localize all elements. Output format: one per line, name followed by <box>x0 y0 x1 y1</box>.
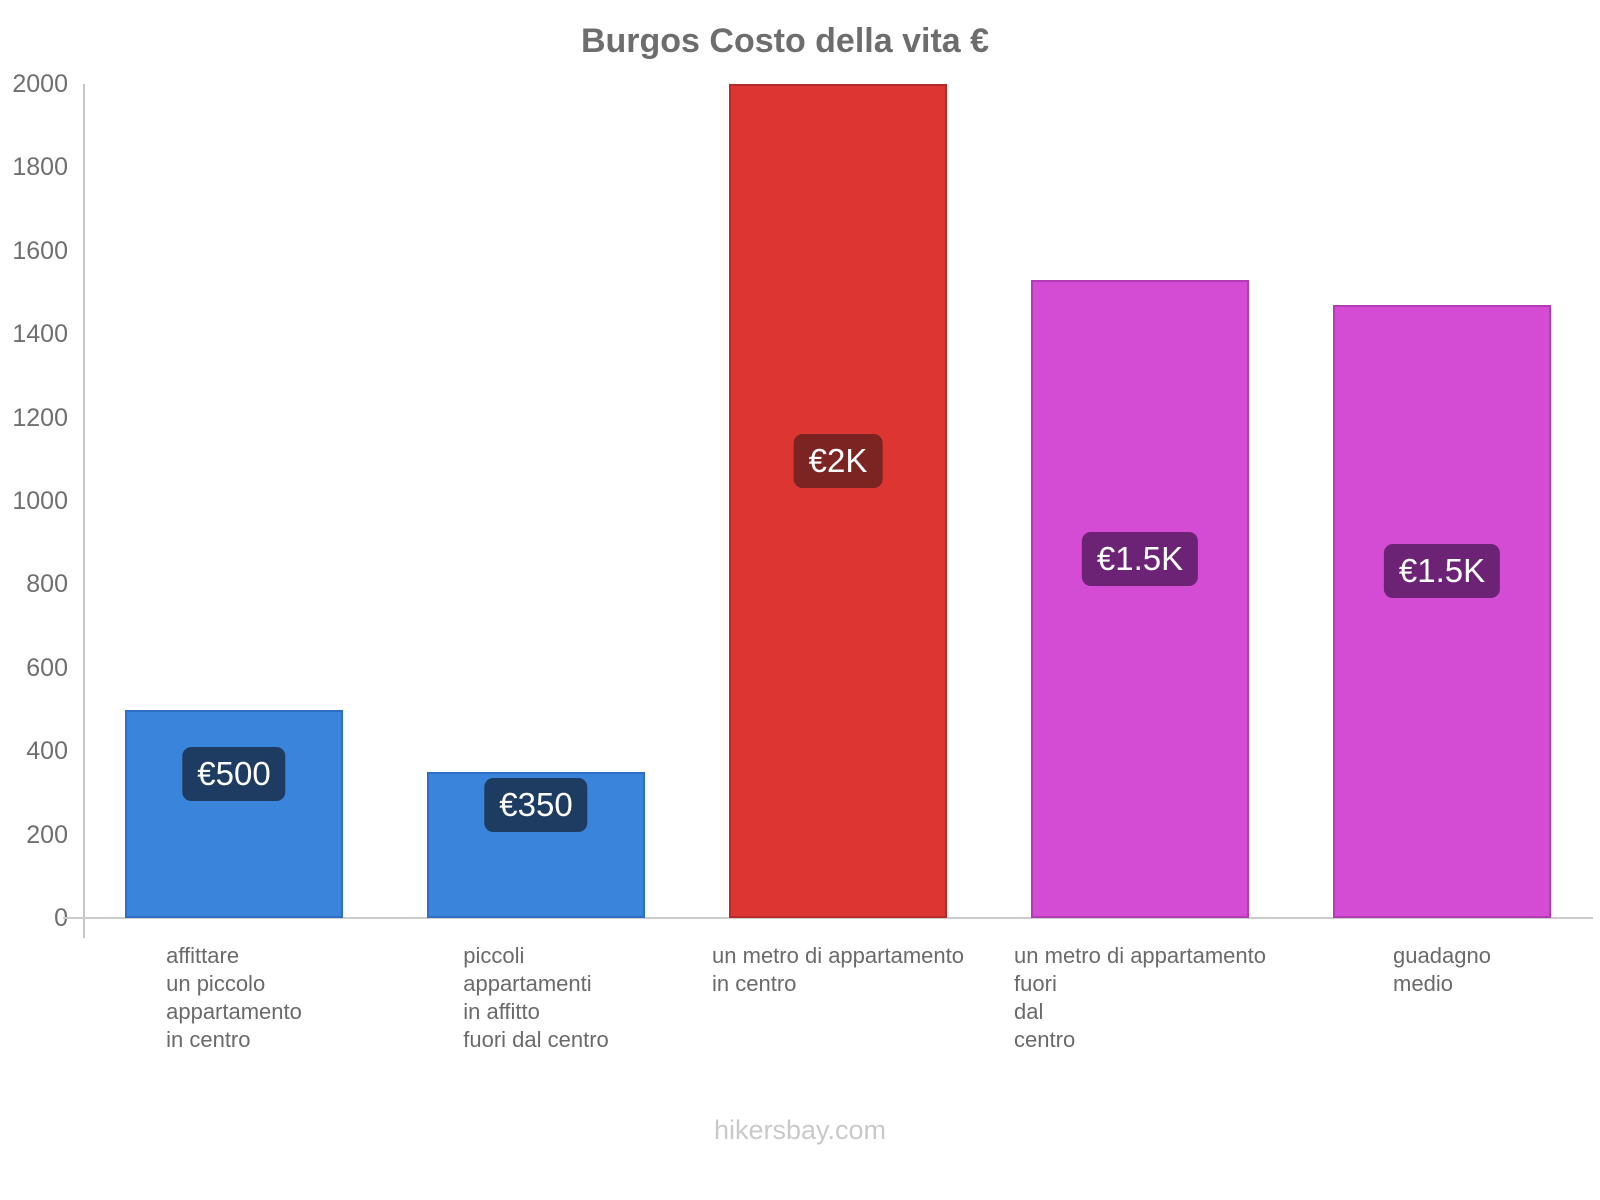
y-axis-tick-label: 400 <box>26 737 68 766</box>
y-axis-tick-label: 1000 <box>12 487 68 515</box>
value-badge: €2K <box>793 434 883 488</box>
category-label: un metro di appartamento in centro <box>687 942 989 998</box>
value-badge: €350 <box>484 778 588 833</box>
y-axis-tick-label: 600 <box>26 653 68 682</box>
bar-guadagno-medio: €1.5K <box>1333 305 1551 918</box>
value-badge: €1.5K <box>1081 531 1199 586</box>
footer-watermark: hikersbay.com <box>713 1115 887 1145</box>
y-axis-tick-label: 800 <box>26 570 68 599</box>
category-label-text: affittare un piccolo appartamento in centro <box>166 943 302 1052</box>
x-axis-baseline <box>63 917 1593 919</box>
category-label: guadagno medio <box>1291 942 1593 998</box>
bar-piccoli-appartamenti-in-affitto-fuori-dal-centro: €350 <box>427 772 645 918</box>
y-axis-line <box>83 84 85 938</box>
bar-affittare-un-piccolo-appartamento-in-centro: €500 <box>125 709 343 918</box>
y-axis-tick-label: 1600 <box>12 236 68 265</box>
category-label-text: piccoli appartamenti in affitto fuori dal c… <box>463 943 609 1052</box>
y-axis-tick-label: 2000 <box>12 70 68 98</box>
bar-un-metro-di-appartamento-fuori-dal-centro: €1.5K <box>1031 279 1249 918</box>
category-label-text: guadagno medio <box>1393 943 1491 996</box>
value-badge: €1.5K <box>1383 544 1501 599</box>
category-label: piccoli appartamenti in affitto fuori dal c… <box>385 942 687 1054</box>
category-label-text: un metro di appartamento fuori dal centro <box>1014 943 1266 1052</box>
category-label: un metro di appartamento fuori dal centro <box>989 942 1291 1054</box>
category-label-text: un metro di appartamento in centro <box>712 943 964 996</box>
chart-title: Burgos Costo della vita € <box>580 22 990 60</box>
y-axis-tick-label: 0 <box>54 904 68 932</box>
category-label: affittare un piccolo appartamento in centro <box>83 942 385 1054</box>
value-badge: €500 <box>182 746 286 801</box>
bar-un-metro-di-appartamento-in-centro: €2K <box>729 84 947 918</box>
y-axis-tick-label: 1200 <box>12 403 68 432</box>
y-axis-tick-label: 1400 <box>12 320 68 349</box>
y-axis-tick-label: 1800 <box>12 153 68 182</box>
y-axis-tick-label: 200 <box>26 820 68 849</box>
